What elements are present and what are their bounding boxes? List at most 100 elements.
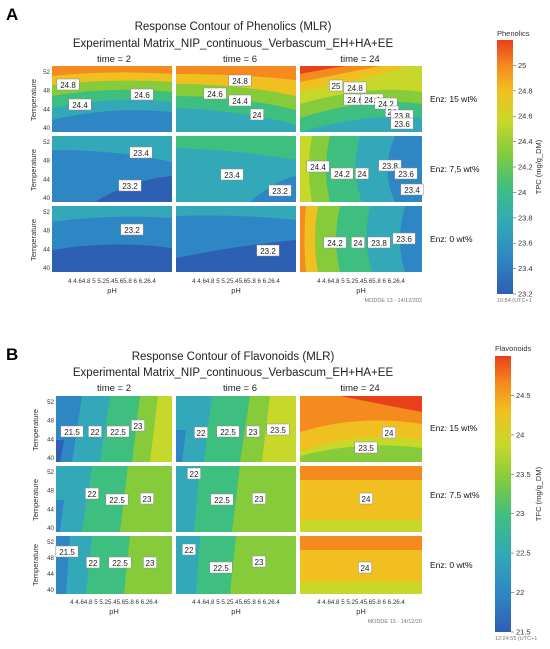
contour-label-text: 23.5	[358, 444, 374, 453]
panel-a-title: Response Contour of Phenolics (MLR)	[135, 21, 332, 33]
panel-a-subtitle: Experimental Matrix_NIP_continuous_Verba…	[73, 38, 394, 50]
colorbar-tick-label: 24.5	[516, 391, 531, 400]
contour-label: 24	[359, 492, 373, 505]
contour-label-text: 22	[91, 428, 100, 437]
contour-label: 22	[85, 487, 99, 500]
contour-label-box	[252, 555, 266, 568]
contour-label: 22.5	[108, 556, 132, 569]
panel-b-ylabel-2: Temperature	[31, 479, 40, 521]
contour-label: 22	[86, 556, 100, 569]
contour-label-text: 24	[361, 564, 370, 573]
panel-b-ylabel-3: Temperature	[31, 544, 40, 586]
contour-label-box	[250, 108, 264, 121]
contour-label-box	[60, 425, 84, 438]
contour-label-text: 23.8	[371, 239, 387, 248]
contour-label: 24	[358, 561, 372, 574]
panel-b-tile-6	[300, 466, 422, 532]
panel-a-tile-4	[52, 136, 172, 202]
contour-label-text: 24.8	[232, 77, 248, 86]
panel-b-time-2: time = 2	[97, 383, 131, 394]
contour-label: 25	[329, 79, 343, 92]
contour-label: 23.4	[400, 183, 424, 196]
contour-label: 24.4	[68, 98, 92, 111]
y-tick-label: 40	[43, 265, 50, 272]
contour-label-box	[382, 426, 396, 439]
contour-label-text: 22	[185, 546, 194, 555]
contour-label-text: 23.2	[260, 247, 276, 256]
contour-label: 23.2	[120, 223, 144, 236]
contour-label-box	[194, 426, 208, 439]
panel-b-enz-0: Enz: 0 wt%	[430, 560, 473, 570]
contour-label-box	[209, 561, 233, 574]
contour-label-text: 23.2	[272, 187, 288, 196]
panel-a-tile-7	[52, 206, 172, 272]
contour-label-text: 22	[190, 470, 199, 479]
colorbar-tick-label: 21.5	[516, 628, 531, 637]
contour-label-text: 22.5	[109, 496, 125, 505]
contour-label-box	[268, 184, 292, 197]
contour-label: 22.5	[210, 493, 234, 506]
panel-a-colorbar	[497, 40, 513, 294]
panel-b-colorbar-title: Flavonoids	[495, 344, 532, 353]
panel-b-ylabel-1: Temperature	[31, 409, 40, 451]
panel-a-ylabel-3: Temperature	[29, 219, 38, 261]
contour-label: 24.8	[56, 78, 80, 91]
contour-label-text: 23.6	[396, 235, 412, 244]
contour-label-box	[182, 543, 196, 556]
contour-label-box	[203, 87, 227, 100]
contour-label-text: 22.5	[112, 559, 128, 568]
contour-label: 23.4	[129, 146, 153, 159]
panel-a-contour-labels: 24.8 24.4 24.6 24.8 24.6 24.4 24 25 24.8…	[56, 74, 424, 257]
contour-label-text: 24	[362, 495, 371, 504]
y-tick-label: 48	[47, 555, 54, 562]
contour-label-text: 24	[358, 170, 367, 179]
contour-label-text: 23	[255, 495, 264, 504]
contour-label: 22.5	[209, 561, 233, 574]
y-tick-label: 44	[43, 176, 50, 183]
panel-a-enz-7-5: Enz: 7,5 wt%	[430, 164, 480, 174]
contour-label-text: 24.4	[72, 101, 88, 110]
contour-label-box	[266, 423, 290, 436]
contour-label-text: 22.5	[214, 496, 230, 505]
contour-label-text: 24.2	[378, 100, 394, 109]
contour-label-text: 24.6	[134, 91, 150, 100]
panel-a-colorbar-ticks: 25 24.8 24.6 24.4 24.2 24 23.8 23.6 23.4 23.2	[513, 61, 533, 299]
contour-label: 22	[88, 425, 102, 438]
y-tick-label: 52	[43, 209, 50, 216]
y-tick-label: 48	[47, 488, 54, 495]
contour-label: 24.4	[306, 160, 330, 173]
panel-b-footer: MODDE 13 - 14/12/20	[368, 619, 422, 625]
contour-label-box	[359, 492, 373, 505]
contour-label: 23	[131, 419, 145, 432]
contour-label-box	[351, 236, 365, 249]
y-tick-label: 52	[43, 139, 50, 146]
contour-label-text: 22	[88, 490, 97, 499]
panel-a-time-6: time = 6	[223, 54, 257, 65]
panel-b-time-6: time = 6	[223, 383, 257, 394]
contour-label: 23.2	[268, 184, 292, 197]
contour-label-text: 21.5	[64, 428, 80, 437]
colorbar-tick-label: 23.4	[518, 264, 533, 273]
panel-b-tile-3	[300, 396, 422, 462]
panel-a-ylabel-1: Temperature	[29, 79, 38, 121]
contour-label-box	[354, 441, 378, 454]
contour-label-box	[355, 167, 369, 180]
panel-a-xticks-1: 4 4.64.8 5 5.25.45.65.8 6 6.26.4	[68, 278, 156, 285]
contour-label: 22.5	[216, 425, 240, 438]
contour-label: 22	[194, 426, 208, 439]
colorbar-tick-label: 23	[516, 509, 524, 518]
contour-label-text: 23.2	[124, 226, 140, 235]
panel-b-footer-right: 12:24:55 (UTC+1	[495, 636, 537, 642]
panel-a-time-2: time = 2	[97, 54, 131, 65]
contour-label-box	[105, 493, 129, 506]
contour-label-box	[106, 425, 130, 438]
contour-label: 24	[382, 426, 396, 439]
contour-label-box	[378, 159, 402, 172]
y-tick-label: 48	[47, 418, 54, 425]
contour-label-box	[343, 81, 367, 94]
panel-b: B Response Contour of Flavonoids (MLR) E…	[6, 344, 543, 642]
contour-label-text: 23.5	[270, 426, 286, 435]
y-tick-label: 44	[47, 571, 54, 578]
colorbar-tick-label: 24	[518, 188, 526, 197]
